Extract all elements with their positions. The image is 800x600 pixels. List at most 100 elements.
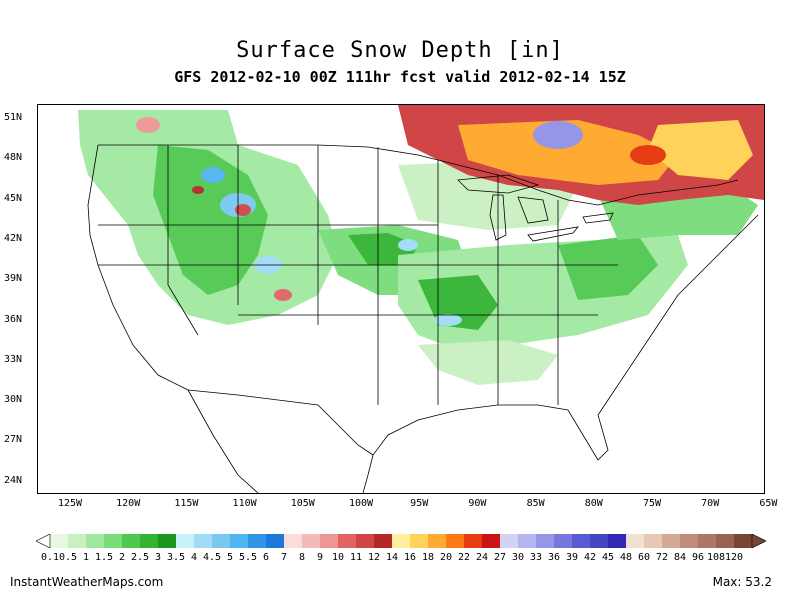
legend-color-cell (68, 534, 87, 548)
legend-tick-label: 60 (637, 552, 651, 563)
legend-tick-label: 33 (529, 552, 543, 563)
legend-tick-label: 24 (475, 552, 489, 563)
latitude-label: 30N (4, 394, 23, 406)
latitude-label: 51N (4, 112, 23, 123)
legend-color-cell (158, 534, 177, 548)
legend-color-cell (194, 534, 213, 548)
site-credit: InstantWeatherMaps.com (10, 575, 164, 589)
canada-snow-layer (398, 105, 764, 205)
snow-pocket-blue-2 (201, 167, 225, 183)
legend-color-cell (320, 534, 339, 548)
snow-pocket-red-1 (235, 204, 251, 216)
legend-left-arrow (36, 534, 51, 548)
us-mexico-border (187, 389, 374, 456)
legend-color-cell (662, 534, 681, 548)
legend-tick-label: 6 (262, 552, 270, 563)
legend-tick-label: 1 (82, 552, 90, 563)
latitude-label: 24N (4, 474, 23, 486)
legend-color-cell (302, 534, 321, 548)
legend-tick-label: 18 (421, 552, 435, 563)
legend-color-cell (734, 534, 753, 548)
longitude-label: 80W (584, 498, 603, 509)
legend-tick-label: 0.5 (58, 552, 78, 563)
legend-tick-label: 12 (367, 552, 381, 563)
legend-color-cell (518, 534, 537, 548)
legend-tick-label: 4 (190, 552, 198, 563)
legend-color-cell (248, 534, 267, 548)
longitude-label: 110W (232, 498, 257, 509)
legend-tick-label: 11 (349, 552, 363, 563)
canada-snow-orange (458, 120, 678, 185)
legend-tick-label: 3.5 (166, 552, 186, 563)
legend-tick-label: 3 (154, 552, 162, 563)
lake-superior (457, 174, 540, 194)
legend-color-cell (644, 534, 663, 548)
legend-tick-label: 30 (511, 552, 525, 563)
latitude-label: 39N (4, 273, 23, 285)
legend-color-cell (698, 534, 717, 548)
latitude-label: 27N (4, 434, 23, 446)
mexico-gulf-coast (362, 454, 374, 493)
legend-color-cell (140, 534, 159, 548)
legend-color-cell (374, 534, 393, 548)
legend-color-cell (626, 534, 645, 548)
snow-pocket-red-4 (192, 186, 204, 194)
legend-tick-label: 4.5 (202, 552, 222, 563)
legend-tick-label: 45 (601, 552, 615, 563)
max-value-readout: Max: 53.2 (713, 575, 772, 589)
legend-color-cell (500, 534, 519, 548)
canada-snow-purple (533, 121, 583, 149)
latitude-label: 45N (4, 192, 23, 204)
legend-color-cell (356, 534, 375, 548)
legend-tick-label: 9 (316, 552, 324, 563)
latitude-label: 36N (4, 313, 23, 325)
map-canvas (78, 105, 764, 493)
legend-color-cell (86, 534, 105, 548)
legend-color-cell (176, 534, 195, 548)
max-label: Max: (712, 575, 742, 589)
snow-pocket-red-3 (136, 117, 160, 133)
longitude-label: 105W (290, 498, 315, 509)
snow-depth-map (37, 104, 765, 494)
latitude-label: 42N (4, 232, 23, 244)
legend-tick-label: 72 (655, 552, 669, 563)
legend-color-cell (338, 534, 357, 548)
longitude-label: 85W (526, 498, 545, 509)
us-canada-border (98, 144, 739, 206)
longitude-label: 65W (759, 498, 778, 509)
legend-color-cell (410, 534, 429, 548)
legend-tick-label: 36 (547, 552, 561, 563)
legend-tick-label: 14 (385, 552, 399, 563)
gulf-coast (372, 384, 619, 461)
snow-pocket-red-2 (274, 289, 292, 301)
legend-color-cell (122, 534, 141, 548)
latitude-label: 33N (4, 353, 23, 365)
lake-erie (527, 226, 579, 242)
legend-tick-label: 0.1 (40, 552, 60, 563)
state-line-1 (167, 145, 199, 336)
legend-color-cell (212, 534, 231, 548)
legend-tick-label: 22 (457, 552, 471, 563)
legend-color-cell (446, 534, 465, 548)
legend-tick-label: 7 (280, 552, 288, 563)
map-title: Surface Snow Depth [in] (236, 38, 564, 63)
legend-tick-label: 108 (706, 552, 726, 563)
longitude-label: 95W (410, 498, 429, 509)
legend-tick-label: 39 (565, 552, 579, 563)
legend-tick-label: 20 (439, 552, 453, 563)
legend-color-cell (572, 534, 591, 548)
mexico-coast (187, 389, 259, 493)
legend-color-cell (716, 534, 735, 548)
legend-tick-label: 42 (583, 552, 597, 563)
legend-color-cell (482, 534, 501, 548)
map-boundaries (87, 144, 759, 493)
snow-pocket-blue-4 (398, 239, 418, 251)
legend-tick-label: 120 (724, 552, 744, 563)
legend-color-cell (680, 534, 699, 548)
legend-tick-label: 5 (226, 552, 234, 563)
longitude-label: 90W (468, 498, 487, 509)
legend-colorbar (36, 534, 766, 548)
legend-color-cells (50, 534, 753, 548)
legend-tick-label: 10 (331, 552, 345, 563)
legend-color-cell (590, 534, 609, 548)
